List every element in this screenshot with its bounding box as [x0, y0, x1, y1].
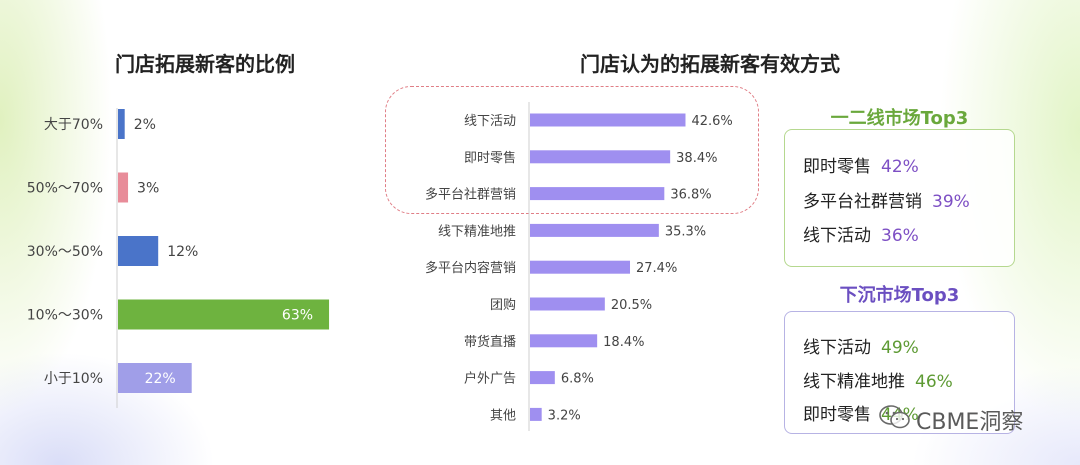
- category-label: 线下精准地推: [438, 224, 516, 239]
- category-label: 团购: [490, 297, 516, 313]
- tier1-row-pct: 42%: [881, 157, 919, 177]
- tier1-row: 线下活动 36%: [803, 221, 919, 246]
- tier2-row-pct: 46%: [915, 372, 953, 392]
- tier2-row-label: 即时零售: [803, 405, 871, 425]
- category-label: 多平台社群营销: [425, 187, 516, 203]
- category-label: 30%～50%: [27, 244, 103, 260]
- data-label: 63%: [282, 308, 313, 324]
- category-label: 其他: [490, 408, 516, 423]
- tier1-row-label: 线下活动: [803, 226, 871, 246]
- watermark: CBME洞察: [878, 404, 1023, 436]
- right-chart-title: 门店认为的拓展新客有效方式: [580, 52, 840, 76]
- category-label: 户外广告: [464, 371, 516, 387]
- category-label: 线下活动: [464, 114, 516, 129]
- bar: [530, 371, 555, 385]
- tier2-row-label: 线下精准地推: [803, 372, 905, 392]
- bar: [530, 113, 686, 127]
- data-label: 35.3%: [665, 224, 706, 239]
- bar: [118, 363, 192, 393]
- right-chart: 线下活动 42.6% 即时零售 38.4% 多平台社群营销 36.8% 线下精准地推 35.3…: [425, 102, 733, 431]
- watermark-text: CBME洞察: [916, 410, 1024, 435]
- data-label: 20.5%: [611, 298, 652, 313]
- highlight-dashed-box: [385, 86, 759, 214]
- bar: [118, 299, 330, 330]
- tier1-row: 多平台社群营销 39%: [803, 187, 970, 212]
- bar: [530, 334, 598, 348]
- bar: [530, 150, 671, 164]
- tier1-row-label: 即时零售: [803, 157, 871, 177]
- tier2-row: 线下活动 49%: [803, 333, 919, 358]
- left-chart: 大于70% 2% 50%～70% 3% 30%～50% 12% 10%～30% 63% 小于10…: [27, 108, 330, 408]
- data-label: 3%: [137, 181, 159, 197]
- data-label: 36.8%: [670, 188, 711, 203]
- bar: [530, 297, 605, 311]
- bar: [118, 236, 159, 266]
- category-label: 10%～30%: [27, 308, 103, 324]
- left-chart-title: 门店拓展新客的比例: [115, 52, 295, 76]
- tier2-row-label: 线下活动: [803, 338, 871, 358]
- tier1-row-pct: 36%: [881, 226, 919, 246]
- wechat-icon: [878, 404, 912, 436]
- data-label: 18.4%: [603, 335, 644, 350]
- bar: [118, 172, 129, 203]
- bar: [530, 187, 665, 201]
- data-label: 2%: [134, 117, 156, 133]
- bar: [530, 223, 659, 237]
- tier2-row-pct: 49%: [881, 338, 919, 358]
- tier1-row-label: 多平台社群营销: [803, 192, 922, 212]
- data-label: 12%: [167, 244, 198, 260]
- bar: [118, 109, 125, 139]
- tier2-row: 线下精准地推 46%: [803, 367, 953, 392]
- tier1-row-pct: 39%: [932, 192, 970, 212]
- category-label: 多平台内容营销: [425, 260, 516, 276]
- data-label: 27.4%: [636, 261, 677, 276]
- data-label: 6.8%: [561, 372, 594, 387]
- tier2-panel-title: 下沉市场Top3: [839, 285, 960, 306]
- data-label: 3.2%: [548, 408, 581, 423]
- category-label: 带货直播: [464, 334, 516, 350]
- data-label: 38.4%: [676, 151, 717, 166]
- bar: [530, 260, 631, 274]
- data-label: 22%: [145, 371, 176, 387]
- category-label: 小于10%: [44, 371, 103, 387]
- tier1-row: 即时零售 42%: [803, 152, 919, 177]
- tier1-panel: 即时零售 42% 多平台社群营销 39% 线下活动 36%: [784, 129, 1015, 267]
- bar: [530, 407, 542, 421]
- category-label: 即时零售: [464, 150, 516, 166]
- data-label: 42.6%: [691, 114, 732, 129]
- category-label: 大于70%: [44, 117, 103, 133]
- tier1-panel-title: 一二线市场Top3: [830, 108, 969, 129]
- category-label: 50%～70%: [27, 181, 103, 197]
